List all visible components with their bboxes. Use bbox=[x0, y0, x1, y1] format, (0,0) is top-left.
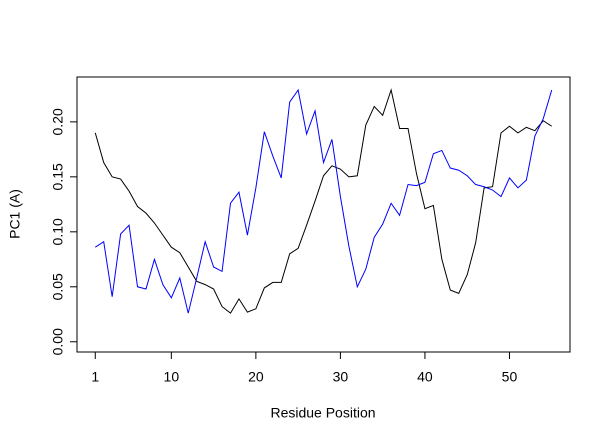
y-tick-label: 0.05 bbox=[50, 273, 66, 300]
y-tick-label: 0.15 bbox=[50, 163, 66, 190]
x-tick-label: 20 bbox=[248, 369, 264, 385]
y-tick-label: 0.20 bbox=[50, 108, 66, 135]
plot-frame bbox=[76, 76, 571, 353]
x-tick-label: 10 bbox=[164, 369, 180, 385]
y-tick-label: 0.00 bbox=[50, 328, 66, 355]
x-tick-label: 30 bbox=[333, 369, 349, 385]
x-tick-label: 40 bbox=[417, 369, 433, 385]
x-axis-label: Residue Position bbox=[270, 405, 375, 421]
series-line bbox=[94, 88, 553, 314]
y-axis-label: PC1 (A) bbox=[7, 189, 23, 239]
x-tick-label: 1 bbox=[91, 369, 99, 385]
series-line bbox=[94, 88, 553, 314]
y-tick-label: 0.10 bbox=[50, 218, 66, 245]
x-tick-label: 50 bbox=[502, 369, 518, 385]
